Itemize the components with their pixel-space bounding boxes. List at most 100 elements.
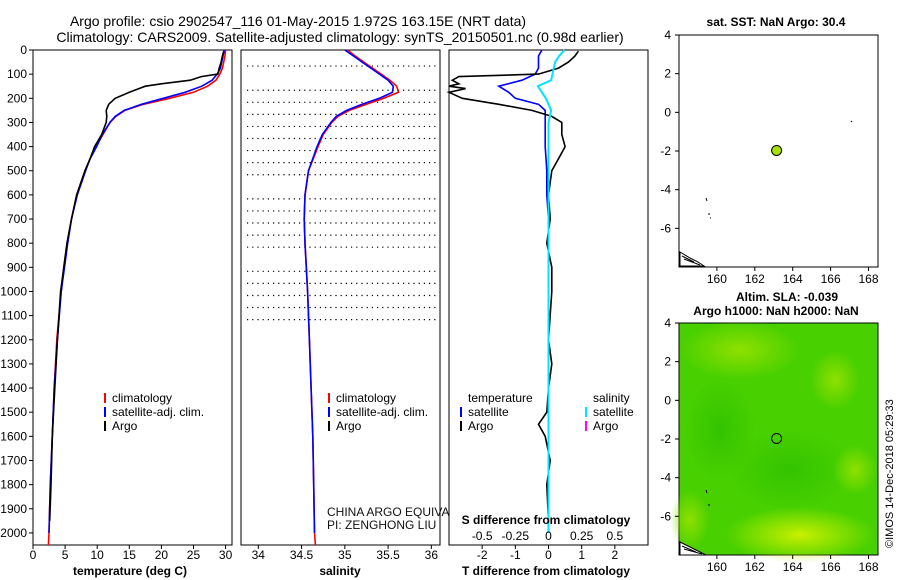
depth-tick-label: 1800 — [0, 478, 27, 492]
lat-tick-label: 0 — [664, 393, 671, 407]
salinity-series-2 — [303, 49, 395, 533]
lon-tick-label: 164 — [783, 272, 803, 286]
sla-coastline — [679, 489, 710, 556]
temperature-series-3 — [48, 50, 225, 521]
depth-tick-label: 1000 — [0, 284, 27, 298]
sla-heatmap-field — [670, 320, 877, 563]
depth-tick-label: 200 — [7, 91, 27, 105]
lon-tick-label: 162 — [745, 560, 765, 574]
legend-satellite-swatch — [328, 407, 330, 417]
salinity-plot-frame — [240, 49, 441, 546]
s-difference-tick-label: -0.25 — [502, 529, 530, 543]
lon-tick-label: 166 — [821, 272, 841, 286]
depth-tick-label: 2000 — [0, 526, 27, 540]
salinity-tick-label: 34.5 — [290, 548, 314, 562]
imos-credit: ©IMOS 14-Dec-2018 05:29:33 — [884, 399, 896, 548]
legend-s-argo-swatch — [585, 421, 587, 431]
salinity-lines — [303, 49, 400, 546]
legend-salinity-title: salinity — [593, 391, 630, 405]
sla-map-title: Altim. SLA: -0.039 — [736, 290, 838, 304]
t-difference-tick-label: -2 — [477, 548, 488, 562]
salinity-tick-label: 35 — [338, 548, 352, 562]
lat-tick-label: -4 — [660, 471, 671, 485]
legend-s-argo-label: Argo — [593, 419, 619, 433]
legend-argo-swatch — [104, 421, 106, 431]
t-difference-tick-label: 2 — [611, 548, 618, 562]
legend-temperature-title: temperature — [468, 391, 533, 405]
salinity-x-ticks: 34 34.5 35 35.5 36 — [252, 545, 439, 562]
argo-position-marker — [771, 432, 783, 444]
lat-tick-label: 2 — [664, 67, 671, 81]
temperature-plot-frame — [32, 49, 233, 546]
depth-tick-label: 1900 — [0, 502, 27, 516]
argo-position-marker — [771, 144, 783, 156]
salinity-tick-label: 34 — [252, 548, 266, 562]
difference-series-3 — [536, 49, 566, 533]
temperature-tick-label: 15 — [123, 548, 137, 562]
lon-tick-label: 160 — [707, 560, 727, 574]
temperature-tick-label: 5 — [62, 548, 69, 562]
legend-t-satellite-label: satellite — [468, 405, 509, 419]
depth-tick-label: 600 — [7, 188, 27, 202]
lat-tick-label: 4 — [664, 28, 671, 42]
depth-tick-label: 0 — [20, 43, 27, 57]
title-line-2: Climatology: CARS2009. Satellite-adjuste… — [56, 29, 623, 45]
depth-tick-label: 1200 — [0, 333, 27, 347]
temperature-tick-label: 20 — [155, 548, 169, 562]
salinity-tick-label: 36 — [425, 548, 439, 562]
sla-map-ticks: 160 162 164 166 168 -6 -4 -2 0 2 4 — [660, 316, 879, 574]
legend-t-satellite-swatch — [460, 407, 462, 417]
temperature-panel: 0 5 10 15 20 25 30 0 100 200 300 400 500 600 700 800 90… — [0, 43, 452, 578]
depth-tick-label: 1700 — [0, 453, 27, 467]
depth-tick-label: 400 — [7, 140, 27, 154]
s-difference-xlabel: S difference from climatology — [462, 513, 631, 527]
sst-map-panel: sat. SST: NaN Argo: 30.4 160 162 164 166 168… — [660, 15, 879, 286]
lat-tick-label: 0 — [664, 105, 671, 119]
t-difference-tick-label: -1 — [510, 548, 521, 562]
sst-map-ticks: 160 162 164 166 168 -6 -4 -2 0 2 4 — [660, 28, 879, 286]
legend-climatology-label: climatology — [336, 391, 396, 405]
difference-lines — [446, 49, 580, 533]
legend-climatology-swatch — [104, 393, 106, 403]
sla-map-panel: Altim. SLA: -0.039 Argo h1000: NaN h2000… — [660, 290, 879, 574]
lon-tick-label: 162 — [745, 272, 765, 286]
legend-t-argo-swatch — [460, 421, 462, 431]
lon-tick-label: 166 — [821, 560, 841, 574]
salinity-panel: 34 34.5 35 35.5 36 salinity climatology sate… — [240, 49, 481, 578]
difference-panel: -2 -1 0 1 2 -0.5 -0.25 0 0.25 0.5 T difference f… — [446, 49, 649, 578]
depth-tick-label: 800 — [7, 236, 27, 250]
t-difference-xlabel: T difference from climatology — [462, 564, 630, 578]
s-difference-tick-label: 0.25 — [570, 529, 594, 543]
t-difference-tick-label: 0 — [545, 548, 552, 562]
legend-climatology-swatch — [328, 393, 330, 403]
lat-tick-label: -6 — [660, 509, 671, 523]
depth-tick-label: 100 — [7, 67, 27, 81]
depth-tick-label: 1400 — [0, 381, 27, 395]
depth-tick-label: 700 — [7, 212, 27, 226]
temperature-tick-label: 30 — [219, 548, 233, 562]
salinity-xlabel: salinity — [319, 564, 361, 578]
lon-tick-label: 164 — [783, 560, 803, 574]
s-difference-tick-label: 0 — [545, 529, 552, 543]
depth-tick-label: 1300 — [0, 357, 27, 371]
legend-argo-label: Argo — [336, 419, 362, 433]
coastline — [679, 120, 853, 267]
depth-tick-label: 1600 — [0, 429, 27, 443]
lat-tick-label: -6 — [660, 221, 671, 235]
temperature-lines — [47, 49, 227, 546]
temperature-legend: climatology satellite-adj. clim. Argo — [104, 391, 204, 433]
lon-tick-label: 168 — [859, 272, 879, 286]
lon-tick-label: 160 — [707, 272, 727, 286]
lat-tick-label: 4 — [664, 316, 671, 330]
lon-tick-label: 168 — [859, 560, 879, 574]
title-line-1: Argo profile: csio 2902547_116 01-May-20… — [70, 13, 526, 29]
temperature-tick-label: 10 — [91, 548, 105, 562]
temperature-tick-label: 25 — [187, 548, 201, 562]
legend-satellite-label: satellite-adj. clim. — [336, 405, 428, 419]
salinity-legend: climatology satellite-adj. clim. Argo — [328, 391, 428, 433]
institution-note: CHINA ARGO EQUIVALENT — [327, 505, 481, 519]
temperature-x-ticks: 0 5 10 15 20 25 30 — [30, 545, 233, 562]
t-difference-x-ticks: -2 -1 0 1 2 — [477, 545, 618, 562]
legend-argo-swatch — [328, 421, 330, 431]
